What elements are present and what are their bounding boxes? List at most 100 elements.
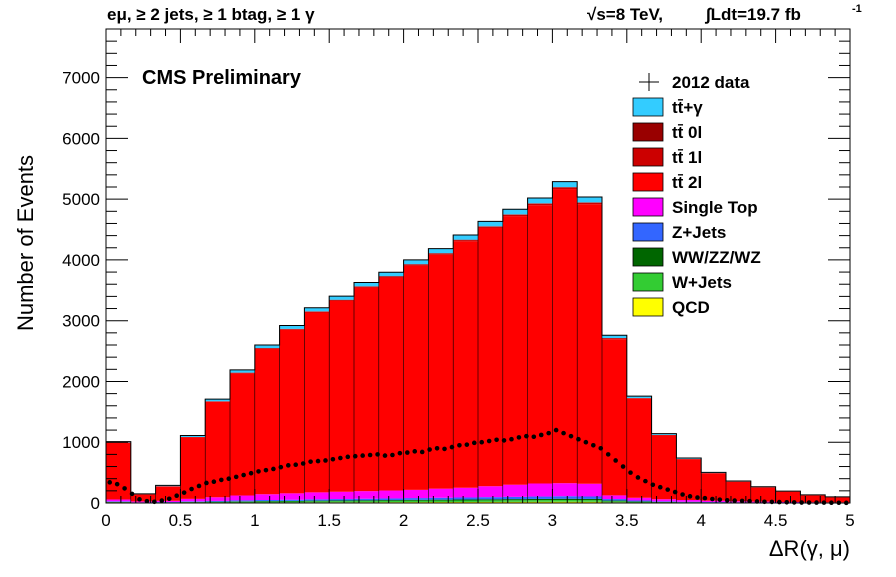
data-point-63: [576, 437, 581, 442]
bar-2-9: [329, 500, 354, 501]
legend-label-8: QCD: [672, 298, 710, 317]
x-tick-label-7: 3.5: [615, 511, 639, 530]
bar-8-19: [577, 197, 602, 202]
x-tick-label-1: 0.5: [169, 511, 193, 530]
data-point-79: [695, 495, 700, 500]
bar-8-8: [304, 308, 329, 312]
legend-label-5: Z+Jets: [672, 223, 726, 242]
data-point-54: [509, 437, 514, 442]
data-point-80: [703, 496, 708, 501]
legend-label-data: 2012 data: [672, 73, 750, 92]
data-point-21: [264, 468, 269, 473]
data-point-30: [331, 457, 336, 462]
bar-2-8: [304, 501, 329, 502]
legend-swatch-3: [633, 173, 663, 191]
bar-6-6: [255, 348, 280, 349]
bar-4-17: [528, 483, 553, 496]
bar-3-14: [453, 497, 478, 499]
bar-4-16: [503, 485, 528, 497]
bar-2-19: [577, 499, 602, 500]
data-point-11: [189, 487, 194, 492]
bar-2-11: [379, 500, 404, 501]
data-point-2: [122, 486, 127, 491]
bar-3-19: [577, 496, 602, 498]
data-point-17: [234, 475, 239, 480]
legend-label-6: WW/ZZ/WZ: [672, 248, 761, 267]
data-point-83: [725, 498, 730, 503]
x-tick-label-10: 5: [845, 511, 854, 530]
bar-3-21: [627, 501, 652, 502]
data-point-35: [368, 453, 373, 458]
bar-2-12: [404, 500, 429, 501]
bar-1-11: [379, 501, 404, 502]
bar-5-15: [478, 228, 503, 486]
bar-6-11: [379, 277, 404, 278]
bar-4-8: [304, 492, 329, 499]
data-point-55: [517, 435, 522, 440]
data-point-58: [539, 433, 544, 438]
data-point-61: [561, 431, 566, 436]
bar-3-20: [602, 499, 627, 501]
bar-3-11: [379, 498, 404, 500]
x-tick-label-3: 1.5: [317, 511, 341, 530]
data-point-19: [249, 471, 254, 476]
data-point-40: [405, 450, 410, 455]
bar-6-8: [304, 312, 329, 313]
data-point-60: [554, 428, 559, 433]
bar-3-18: [552, 496, 577, 498]
data-point-70: [628, 470, 633, 475]
data-point-0: [107, 480, 112, 485]
bar-1-14: [453, 501, 478, 502]
bar-4-14: [453, 488, 478, 498]
bar-4-23: [676, 500, 701, 502]
data-point-13: [204, 481, 209, 486]
bar-4-6: [255, 494, 280, 500]
data-point-45: [442, 447, 447, 452]
data-point-76: [673, 490, 678, 495]
bar-6-18: [552, 188, 577, 189]
bar-3-5: [230, 500, 255, 501]
bar-1-17: [528, 500, 553, 502]
bar-4-20: [602, 495, 627, 499]
data-point-74: [658, 485, 663, 490]
bar-1-16: [503, 500, 528, 502]
data-point-68: [613, 458, 618, 463]
bar-2-6: [255, 501, 280, 502]
x-tick-label-2: 1: [250, 511, 259, 530]
data-point-18: [241, 473, 246, 478]
data-point-84: [732, 498, 737, 503]
bar-3-0: [106, 501, 131, 502]
bar-4-11: [379, 491, 404, 499]
y-tick-label-0: 0: [91, 494, 100, 513]
data-point-48: [465, 442, 470, 447]
bar-6-5: [230, 373, 255, 374]
data-point-82: [718, 497, 723, 502]
bar-5-9: [329, 301, 354, 492]
bar-6-19: [577, 203, 602, 204]
bar-3-22: [652, 501, 677, 502]
bar-6-12: [404, 265, 429, 266]
data-point-25: [293, 462, 298, 467]
legend-swatch-0: [633, 98, 663, 116]
data-point-77: [680, 492, 685, 497]
bar-4-18: [552, 483, 577, 496]
bar-2-10: [354, 500, 379, 501]
bar-2-14: [453, 499, 478, 500]
bar-3-8: [304, 499, 329, 500]
bar-1-13: [428, 501, 453, 502]
bar-1-18: [552, 500, 577, 502]
bar-4-9: [329, 492, 354, 499]
bar-1-20: [602, 501, 627, 502]
data-point-23: [279, 465, 284, 470]
data-point-32: [346, 455, 351, 460]
bar-1-19: [577, 500, 602, 502]
bar-4-2: [156, 501, 181, 502]
bar-5-5: [230, 373, 255, 495]
bar-1-8: [304, 501, 329, 502]
bar-6-10: [354, 287, 379, 288]
legend-label-3: tt̄ 2l: [672, 173, 702, 192]
bar-5-25: [726, 482, 751, 501]
y-tick-label-7: 7000: [62, 69, 100, 88]
bar-5-7: [280, 330, 305, 493]
